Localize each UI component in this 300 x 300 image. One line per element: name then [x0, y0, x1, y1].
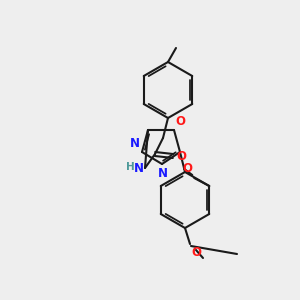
- Text: N: N: [130, 137, 140, 150]
- Text: H: H: [126, 162, 135, 172]
- Text: N: N: [134, 163, 144, 176]
- Text: N: N: [158, 167, 168, 180]
- Text: O: O: [175, 115, 185, 128]
- Text: O: O: [191, 246, 201, 259]
- Text: O: O: [182, 162, 192, 175]
- Text: O: O: [176, 149, 186, 163]
